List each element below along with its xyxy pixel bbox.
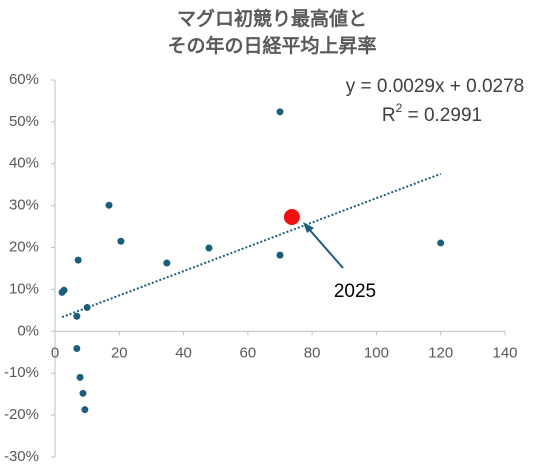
- data-point: [76, 373, 84, 381]
- trendline: [61, 172, 442, 319]
- y-tick-label: -30%: [4, 448, 39, 465]
- data-point: [276, 108, 284, 116]
- data-point: [105, 201, 113, 209]
- data-point: [79, 389, 87, 397]
- y-tick-label: -10%: [4, 364, 39, 381]
- data-point: [163, 259, 171, 267]
- y-tick-label: -20%: [4, 406, 39, 423]
- x-tick-label: 20: [111, 344, 128, 361]
- y-tick-label: 20%: [9, 239, 39, 256]
- x-tick-label: 40: [175, 344, 192, 361]
- y-tick-label: 30%: [9, 197, 39, 214]
- y-tick-label: 0%: [17, 322, 39, 339]
- y-tick-label: 40%: [9, 155, 39, 172]
- data-point: [283, 208, 300, 225]
- y-tick-label: 60%: [9, 71, 39, 88]
- r-squared: R2 = 0.2991: [382, 101, 482, 126]
- chart-title: その年の日経平均上昇率: [167, 34, 376, 57]
- chart-title: マグロ初競り最高値と: [177, 7, 367, 30]
- plot-area: -30% -20% -10% 0% 10% 20% 30% 40% 50% 60% 0 20 40 60 8…: [4, 71, 518, 465]
- x-tick-label: 60: [240, 344, 257, 361]
- trend-equation: y = 0.0029x + 0.0278: [346, 76, 525, 97]
- data-point: [74, 256, 82, 264]
- r-symbol: R: [382, 105, 396, 126]
- x-tick-label: 140: [492, 344, 517, 361]
- data-point: [117, 237, 125, 245]
- annotation-arrow: [307, 227, 344, 269]
- data-point: [73, 312, 81, 320]
- annotation: 2025: [334, 281, 376, 302]
- data-point: [73, 345, 81, 353]
- x-tick-label: 120: [428, 344, 453, 361]
- r-value: = 0.2991: [402, 105, 482, 126]
- equation-box: [330, 70, 534, 130]
- data-point: [60, 286, 68, 294]
- data-point: [205, 244, 213, 252]
- data-point: [81, 406, 89, 414]
- r-exponent: 2: [396, 101, 403, 115]
- data-point: [437, 239, 445, 247]
- x-tick-label: 100: [364, 344, 389, 361]
- data-point: [276, 251, 284, 259]
- y-tick-label: 10%: [9, 280, 39, 297]
- data-point: [83, 303, 91, 311]
- y-tick-label: 50%: [9, 113, 39, 130]
- arrow-head: [303, 222, 314, 233]
- x-tick-label: 0: [51, 344, 59, 361]
- x-tick-label: 80: [304, 344, 321, 361]
